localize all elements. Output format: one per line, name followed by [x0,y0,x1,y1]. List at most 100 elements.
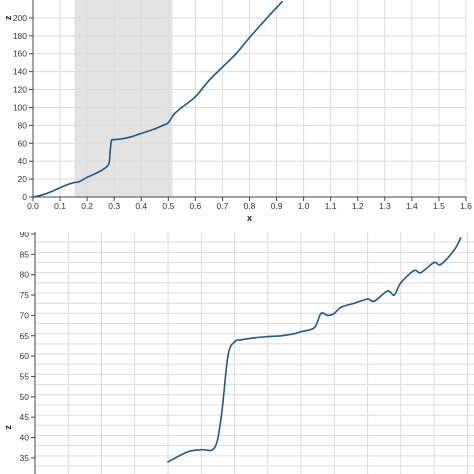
bottom-data-point-25 [419,271,422,274]
bottom-data-point-0 [167,461,169,463]
top-y-tick-label-5: 100 [13,102,27,112]
bottom-data-point-8 [253,336,256,339]
bottom-data-point-2 [200,448,203,451]
bottom-y-tick-label-10: 85 [20,249,30,259]
bottom-data-point-22 [393,294,396,296]
top-x-tick-label-4: 0.4 [135,201,147,211]
bottom-data-point-10 [280,334,283,337]
top-data-point-10 [107,162,110,165]
bottom-data-point-11 [293,332,296,335]
bottom-chart: 35 40 45 50 55 60 65 70 75 80 85 90 z [3,232,474,474]
top-y-tick-label-4: 80 [18,120,28,130]
bottom-data-point-19 [366,298,369,301]
top-y-tick-label-3: 60 [18,138,28,148]
top-data-point-13 [113,138,116,141]
top-data-point-23 [194,95,197,98]
top-data-point-16 [137,133,140,136]
top-data-point-17 [145,130,148,133]
bottom-data-point-18 [353,302,356,305]
top-data-point-4 [64,184,67,187]
top-data-point-6 [78,180,80,183]
top-data-point-27 [248,36,251,39]
bottom-data-point-12 [300,330,302,333]
top-axes-layer [29,0,467,201]
top-x-tick-label-13: 1.3 [379,201,391,211]
top-x-tick-label-11: 1.1 [325,201,337,211]
top-chart: 0.0 0.1 0.2 0.3 0.4 0.5 0.6 0.7 0.8 0.9 1.0 1.1 1.2 1… [3,0,472,223]
bottom-data-point-20 [373,300,376,303]
top-data-point-1 [40,194,43,197]
top-y-tick-label-10: 200 [13,13,27,23]
top-data-point-24 [208,79,210,82]
bottom-data-point-14 [320,312,322,315]
bottom-y-tick-label-2: 45 [20,412,30,422]
top-data-point-28 [262,21,264,24]
top-data-point-8 [94,172,97,175]
top-x-tick-label-15: 1.5 [433,201,445,211]
top-data-point-19 [162,124,164,127]
bottom-y-tick-label-6: 65 [20,331,30,341]
highlight-band [74,0,173,197]
top-line-layer [32,0,283,198]
top-data-point-30 [281,0,283,3]
top-data-point-29 [270,12,273,15]
top-x-tick-label-14: 1.4 [406,201,418,211]
top-highlight-layer [74,0,173,197]
bottom-data-point-6 [233,340,236,343]
bottom-y-tick-label-0: 35 [20,453,30,463]
top-data-point-26 [235,52,237,55]
bottom-axes-layer [31,232,36,474]
bottom-y-tick-label-3: 50 [20,392,30,402]
top-data-point-3 [56,188,59,190]
top-data-point-14 [121,137,124,140]
bottom-y-axis-title: z [3,425,13,430]
bottom-y-tick-label-5: 60 [20,351,30,361]
top-y-tick-label-0: 0 [22,192,27,202]
top-x-tick-label-12: 1.2 [352,201,364,211]
bottom-y-tick-label-11: 90 [20,232,30,239]
bottom-data-point-21 [386,290,389,292]
top-x-tick-label-1: 0.1 [54,201,66,211]
top-data-point-21 [172,113,175,116]
top-x-tick-label-10: 1.0 [298,201,310,211]
bottom-data-point-7 [240,338,243,341]
top-y-tick-label-9: 180 [13,31,27,41]
top-y-tick-label-6: 120 [13,85,27,95]
top-x-tick-label-2: 0.2 [81,201,93,211]
bottom-data-point-17 [340,306,342,309]
bottom-y-tick-label-4: 55 [20,371,30,381]
top-y-tick-label-2: 40 [18,156,28,166]
bottom-y-tick-label-7: 70 [20,310,30,320]
bottom-data-point-28 [453,249,455,252]
top-x-tick-label-9: 0.9 [271,201,283,211]
top-x-tick-label-7: 0.7 [217,201,229,211]
top-y-tick-label-7: 140 [13,67,27,77]
top-label-layer: 0.0 0.1 0.2 0.3 0.4 0.5 0.6 0.7 0.8 0.9 1.0 1.1 1.2 1… [3,13,472,223]
bottom-grid-layer [34,232,474,474]
top-data-point-15 [129,136,132,138]
top-data-point-12 [110,139,113,142]
top-data-point-25 [221,66,224,69]
top-data-point-22 [180,106,183,109]
bottom-data-point-3 [213,446,216,449]
bottom-data-point-13 [313,326,316,329]
top-x-tick-label-16: 1.6 [460,201,472,211]
top-x-axis-title: x [247,213,252,223]
bottom-data-point-29 [459,237,462,239]
top-data-point-11 [109,151,112,154]
bottom-data-point-24 [413,269,416,272]
bottom-data-point-27 [439,263,442,266]
top-x-tick-label-6: 0.6 [189,201,201,211]
bottom-label-layer: 35 40 45 50 55 60 65 70 75 80 85 90 z [3,232,29,463]
bottom-y-tick-label-1: 40 [20,433,30,443]
top-data-point-18 [153,128,156,130]
top-x-tick-label-3: 0.3 [108,201,120,211]
bottom-data-point-16 [333,312,336,315]
bottom-y-tick-label-8: 75 [20,290,30,300]
top-data-point-5 [72,181,75,184]
top-data-point-9 [102,168,105,171]
bottom-line-layer [167,237,462,463]
top-data-point-2 [48,191,51,194]
bottom-data-point-4 [220,416,223,419]
bottom-data-point-9 [266,335,269,338]
